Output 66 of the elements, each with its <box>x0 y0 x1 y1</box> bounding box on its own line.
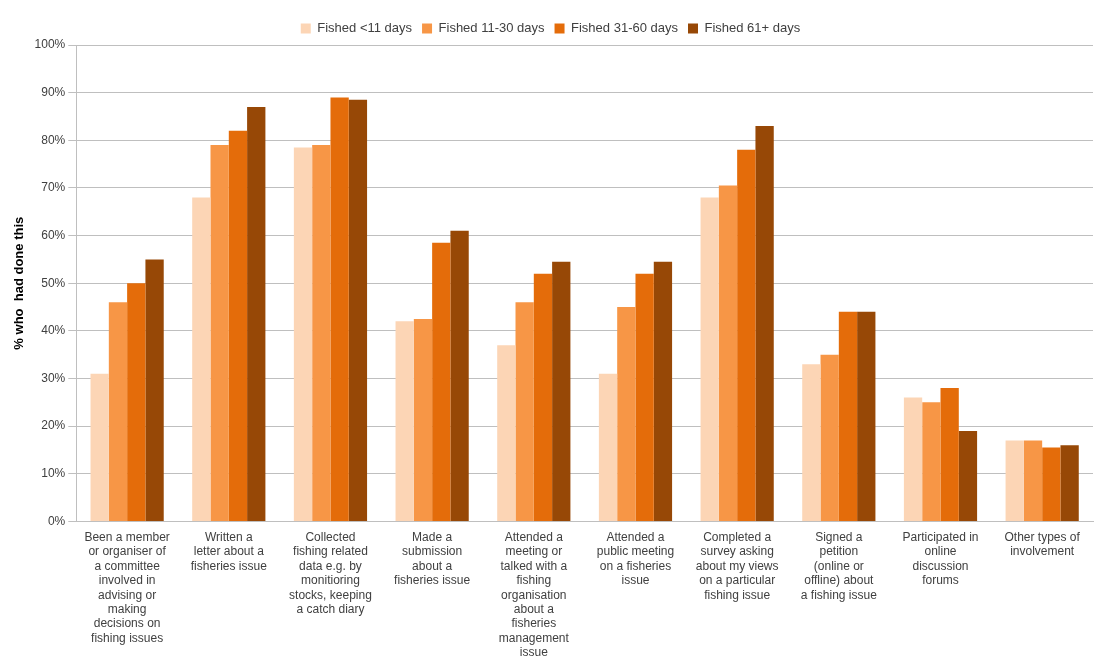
bar <box>802 364 821 521</box>
bar <box>940 388 959 521</box>
y-tick-label: 60% <box>41 227 66 242</box>
bar <box>903 397 923 521</box>
bar <box>497 345 516 521</box>
y-tick-label: 100% <box>34 37 66 52</box>
bar <box>958 430 978 521</box>
bar <box>312 145 331 521</box>
bar <box>348 99 368 521</box>
legend-label: Fished 11-30 days <box>438 20 546 36</box>
bar <box>192 197 211 521</box>
y-axis-title: % who had done this <box>11 216 27 350</box>
bar <box>210 145 229 521</box>
x-tick-label: Collected fishing related data e.g. by monitioring stocks, keeping a catch diary <box>289 529 372 616</box>
x-tick-label: Been a member or organiser of a committee involved in advising or making decisions on fishing issues <box>84 529 170 645</box>
bar <box>1060 445 1079 521</box>
y-tick-label: 90% <box>41 84 66 99</box>
bar <box>1023 440 1043 521</box>
x-tick-label: Signed a petition (online or offline) about a fishing issue <box>800 529 878 602</box>
y-tick-label: 20% <box>41 418 66 433</box>
bar <box>598 373 618 521</box>
y-tick-label: 50% <box>41 275 66 290</box>
bar <box>857 311 876 521</box>
bar <box>755 125 774 521</box>
x-tick-label: Written a letter about a fisheries issue <box>190 529 268 573</box>
bar <box>515 302 534 521</box>
bar <box>552 261 571 521</box>
bar <box>108 302 128 521</box>
bar <box>533 273 553 521</box>
y-tick-label: 30% <box>41 370 66 385</box>
legend-label: Fished 31-60 days <box>571 20 679 36</box>
bar <box>737 149 756 521</box>
bar <box>330 97 349 521</box>
bar <box>820 354 839 521</box>
category-label: Attended a meeting or talked with a fishing organisation about a fisheries management issue <box>498 529 569 660</box>
bar <box>432 242 451 521</box>
bar <box>395 321 414 521</box>
bar <box>922 402 941 521</box>
bar <box>617 307 636 521</box>
bar <box>228 130 248 521</box>
bar <box>1042 447 1061 521</box>
bar <box>247 106 266 521</box>
bar <box>700 197 719 521</box>
y-tick-label: 70% <box>41 180 66 195</box>
y-tick-label: 0% <box>47 513 66 528</box>
bar <box>635 273 654 521</box>
bar <box>90 373 109 521</box>
legend-label: Fished 61+ days <box>704 20 801 36</box>
x-tick-label: Other types of involvement <box>1004 529 1081 559</box>
x-tick-label: Made a submission about a fisheries issue <box>394 529 471 588</box>
bar <box>450 230 469 521</box>
legend-label: Fished <11 days <box>317 20 413 36</box>
bar <box>653 261 673 521</box>
bar <box>718 185 738 521</box>
bar <box>127 283 146 521</box>
bar <box>145 259 164 521</box>
x-tick-label: Completed a survey asking about my views on a particular fishing issue <box>695 529 779 602</box>
x-tick-label: Attended a public meeting on a fisheries issue <box>596 529 675 588</box>
bar <box>838 311 858 521</box>
y-tick-label: 40% <box>41 323 66 338</box>
x-tick-label: Participated in online discussion forums <box>902 529 979 588</box>
bar <box>413 318 433 521</box>
y-tick-label: 80% <box>41 132 66 147</box>
y-tick-label: 10% <box>41 466 66 481</box>
bar <box>293 147 313 521</box>
bar <box>1005 440 1024 521</box>
